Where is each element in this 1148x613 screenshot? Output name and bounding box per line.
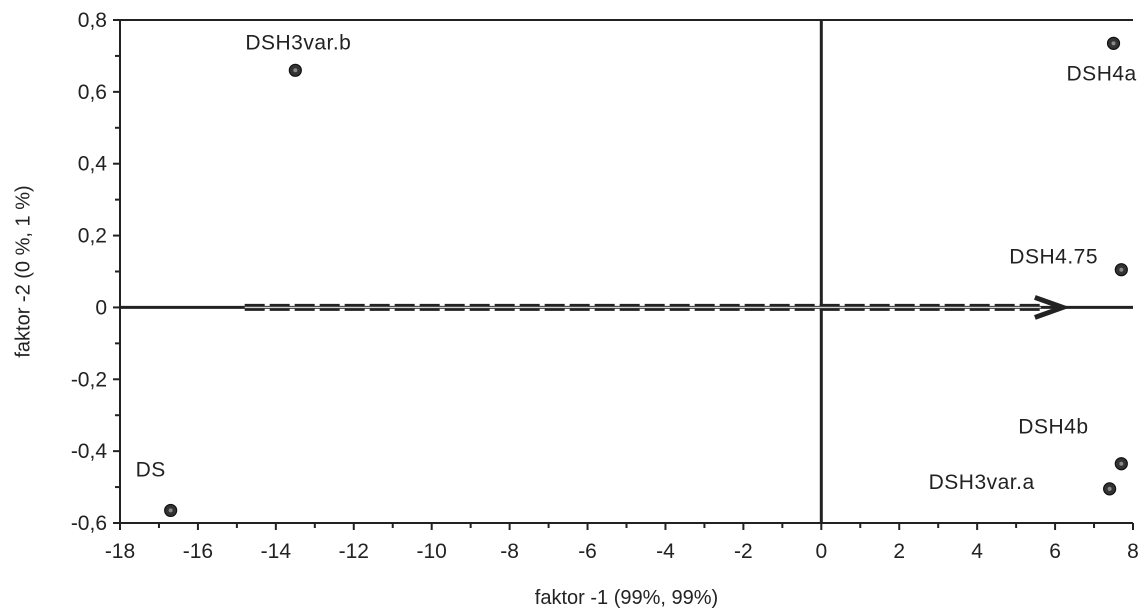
data-point-highlight bbox=[1107, 486, 1112, 491]
data-point-highlight bbox=[1119, 267, 1124, 272]
point-label: DSH4.75 bbox=[1009, 246, 1098, 269]
x-tick-label: -12 bbox=[339, 540, 369, 563]
x-axis-title: faktor -1 (99%, 99%) bbox=[535, 587, 718, 609]
x-tick-label: -16 bbox=[183, 540, 213, 563]
x-tick-label: 4 bbox=[971, 540, 983, 563]
point-label: DSH4a bbox=[1067, 62, 1137, 85]
plot-area bbox=[119, 19, 1133, 524]
x-tick-label: -18 bbox=[105, 540, 135, 563]
arrow-head bbox=[1034, 295, 1071, 320]
data-point-highlight bbox=[1119, 461, 1124, 466]
x-tick-label: -8 bbox=[500, 540, 519, 563]
y-tick-label: -0,2 bbox=[71, 368, 107, 391]
y-axis-title: faktor -2 (0 %, 1 %) bbox=[12, 185, 34, 357]
data-point-highlight bbox=[1111, 41, 1116, 46]
y-tick-label: 0 bbox=[95, 296, 107, 319]
y-tick-label: 0,2 bbox=[78, 225, 107, 248]
y-tick-label: -0,4 bbox=[71, 440, 108, 463]
x-tick-label: -6 bbox=[578, 540, 597, 563]
x-axis-ticks: -18 -16 -14 -12 -10 -8 -6 -4 -2 0 2 4 6 8 bbox=[105, 523, 1139, 563]
y-axis-ticks: -0,6 -0,4 -0,2 0 0,2 0,4 0,6 0,8 bbox=[71, 9, 120, 535]
y-tick-label: 0,8 bbox=[78, 9, 107, 32]
x-tick-label: -4 bbox=[656, 540, 675, 563]
direction-arrow bbox=[244, 295, 1071, 320]
x-tick-label: 8 bbox=[1127, 540, 1139, 563]
data-points: DS DSH3var.b DSH4a DSH4.75 DSH4b DSH3var.a bbox=[136, 31, 1137, 518]
x-tick-label: 0 bbox=[815, 540, 827, 563]
data-point-highlight bbox=[168, 508, 173, 513]
x-tick-label: 6 bbox=[1049, 540, 1061, 563]
point-label: DS bbox=[136, 458, 166, 481]
point-label: DSH3var.a bbox=[929, 471, 1035, 494]
y-tick-label: -0,6 bbox=[71, 512, 107, 535]
point-label: DSH4b bbox=[1018, 416, 1088, 439]
x-tick-label: 2 bbox=[893, 540, 905, 563]
y-tick-label: 0,4 bbox=[78, 153, 108, 176]
x-tick-label: -14 bbox=[261, 540, 292, 563]
data-point-highlight bbox=[293, 68, 298, 73]
x-tick-label: -2 bbox=[734, 540, 753, 563]
y-tick-label: 0,6 bbox=[78, 81, 107, 104]
x-tick-label: -10 bbox=[417, 540, 447, 563]
point-label: DSH3var.b bbox=[245, 31, 351, 54]
